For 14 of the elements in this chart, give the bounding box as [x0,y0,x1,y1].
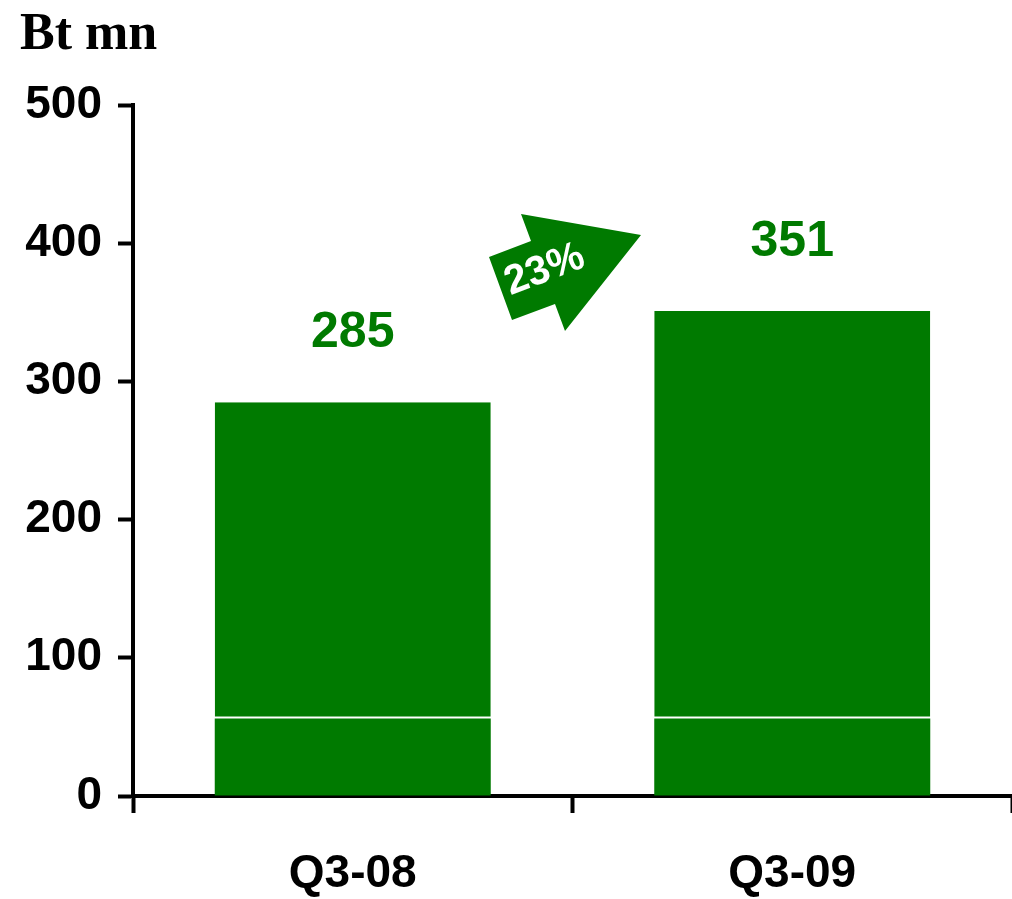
y-tick-label: 100 [25,628,102,681]
y-tick-label: 400 [25,213,102,266]
y-tick-label: 500 [25,75,102,128]
y-tick-label: 0 [76,766,102,819]
annotation: 23% [496,231,590,304]
x-tick-label: Q3-09 [728,845,857,898]
total-label: 351 [750,210,834,267]
y-tick-label: 200 [25,490,102,543]
y-axis-title: Bt mn [20,3,158,60]
x-tick-label: Q3-08 [288,845,417,898]
bar [654,718,931,796]
bar [214,718,491,796]
total-label: 285 [311,302,395,359]
y-tick-label: 300 [25,352,102,405]
